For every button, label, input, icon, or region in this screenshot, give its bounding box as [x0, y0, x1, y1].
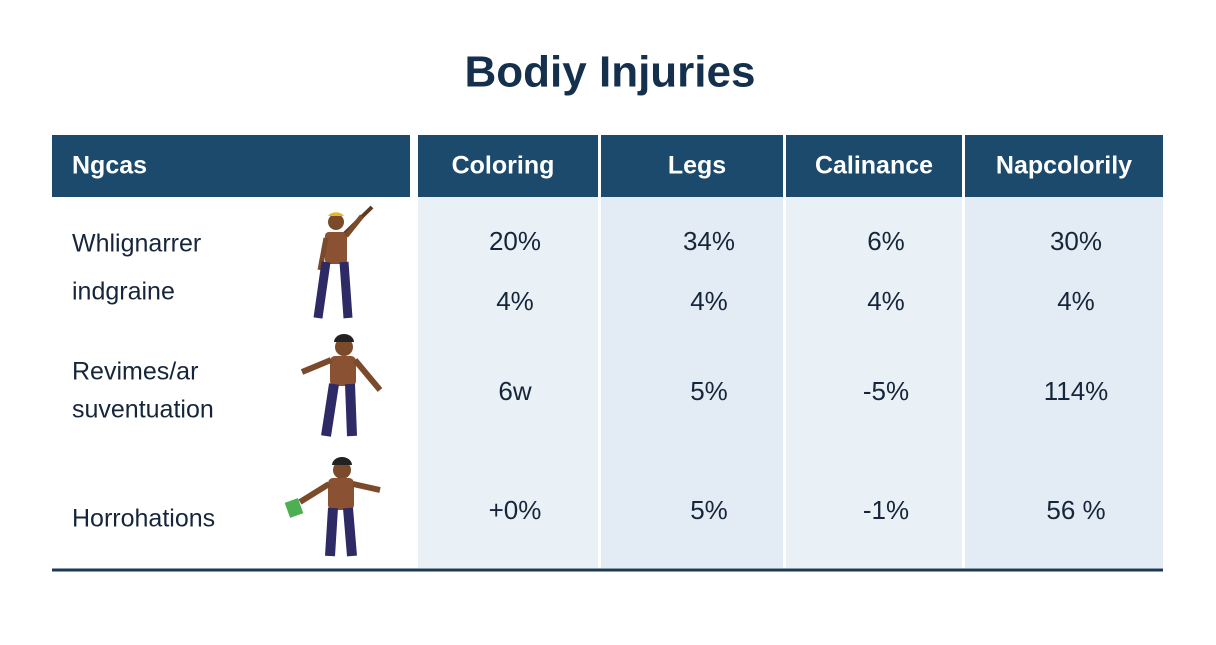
row-label: Horrohations [72, 505, 215, 533]
body-cell [965, 197, 1163, 568]
body-cell [418, 197, 598, 568]
header-label: Napcolorily [996, 152, 1132, 180]
cell-value: -1% [863, 495, 909, 525]
cell-value: 6% [867, 226, 905, 256]
header-label: Calinance [815, 152, 933, 180]
cell-value: 4% [867, 286, 905, 316]
cell-value: 5% [690, 376, 728, 406]
header-label: Legs [668, 152, 726, 180]
cell-value: 56 % [1046, 495, 1105, 525]
figure-person [284, 457, 381, 557]
header-label: Coloring [452, 152, 555, 180]
header-cell [418, 135, 598, 197]
cell-value: 5% [690, 495, 728, 525]
row-label: suventuation [72, 396, 214, 424]
figure-worker [313, 205, 374, 319]
header-cell [601, 135, 783, 197]
cell-value: -5% [863, 376, 909, 406]
cell-value: 34% [683, 226, 735, 256]
body-cell [786, 197, 962, 568]
cell-value: 114% [1044, 376, 1109, 406]
body-cell [601, 197, 783, 568]
row-label: Revimes/ar [72, 358, 198, 386]
cell-value: 30% [1050, 226, 1102, 256]
header-cell [786, 135, 962, 197]
header-label: Ngcas [72, 152, 147, 180]
cell-value: 6w [498, 376, 531, 406]
cell-value: 20% [489, 226, 541, 256]
header-cell [965, 135, 1163, 197]
cell-value: 4% [1057, 286, 1095, 316]
cell-value: 4% [690, 286, 728, 316]
row-label: indgraine [72, 278, 175, 306]
row-label: Whlignarrer [72, 230, 201, 258]
cell-value: +0% [489, 495, 542, 525]
title: Bodiy Injuries [465, 48, 756, 97]
header-cell [52, 135, 410, 197]
cell-value: 4% [496, 286, 534, 316]
figure-person [300, 334, 383, 437]
